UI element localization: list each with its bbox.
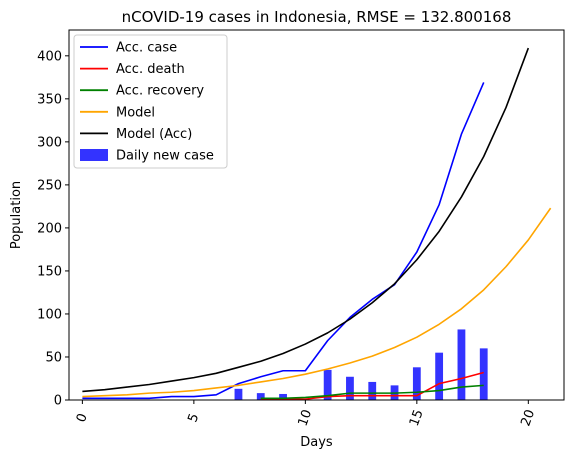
- series-line-model-acc: [82, 47, 530, 393]
- y-axis: 0 50 100 150 200 250 300 350 400: [37, 49, 69, 409]
- bar-daily-new-case-9: [279, 393, 287, 400]
- y-axis-label: Population: [9, 181, 24, 249]
- y-tick-label-100: 100: [37, 307, 62, 322]
- legend-label-model-acc: Model (Acc): [116, 127, 192, 142]
- bar-daily-new-case-18: [479, 348, 488, 400]
- bar-daily-new-case-8: [256, 393, 265, 400]
- x-tick-label-0: 0: [74, 412, 91, 425]
- y-tick-label-400: 400: [37, 49, 62, 64]
- bar-daily-new-case-15: [412, 367, 421, 400]
- legend: Acc. case Acc. death Acc. recovery Model Mod…: [73, 34, 228, 169]
- y-tick-label-200: 200: [37, 221, 62, 236]
- legend-label-model: Model: [116, 105, 155, 120]
- legend-frame: [73, 34, 228, 169]
- series-line-acc-recovery: [260, 384, 484, 400]
- legend-swatch-daily-new-case: [80, 149, 108, 161]
- legend-label-daily-new-case: Daily new case: [116, 149, 214, 164]
- chart-title: nCOVID-19 cases in Indonesia, RMSE = 132…: [122, 8, 512, 26]
- bar-daily-new-case-12: [346, 376, 354, 400]
- y-tick-label-0: 0: [54, 394, 62, 409]
- line-layer: [82, 47, 552, 400]
- bar-daily-new-case-11: [323, 369, 332, 400]
- x-tick-label-5: 5: [185, 412, 202, 425]
- x-axis: 0 5 10 15 20: [74, 400, 538, 428]
- bar-daily-new-case-17: [457, 329, 466, 400]
- series-line-model: [82, 207, 552, 398]
- bar-daily-new-case-7: [234, 388, 243, 400]
- series-line-acc-death: [260, 371, 484, 400]
- x-axis-label: Days: [300, 435, 333, 450]
- y-tick-label-250: 250: [37, 178, 62, 193]
- legend-label-acc-death: Acc. death: [116, 62, 185, 77]
- x-tick-label-15: 15: [407, 408, 427, 429]
- bar-daily-new-case-16: [435, 352, 444, 400]
- x-tick-label-10: 10: [295, 408, 315, 429]
- legend-label-acc-recovery: Acc. recovery: [116, 84, 204, 99]
- bar-daily-new-case-13: [368, 381, 377, 400]
- x-tick-label-20: 20: [518, 408, 538, 429]
- plot-frame: [68, 29, 565, 401]
- y-tick-label-50: 50: [45, 350, 62, 365]
- y-tick-label-150: 150: [37, 264, 62, 279]
- y-tick-label-300: 300: [37, 135, 62, 150]
- series-line-acc-case: [82, 82, 485, 400]
- y-tick-label-350: 350: [37, 92, 62, 107]
- legend-label-acc-case: Acc. case: [116, 41, 177, 56]
